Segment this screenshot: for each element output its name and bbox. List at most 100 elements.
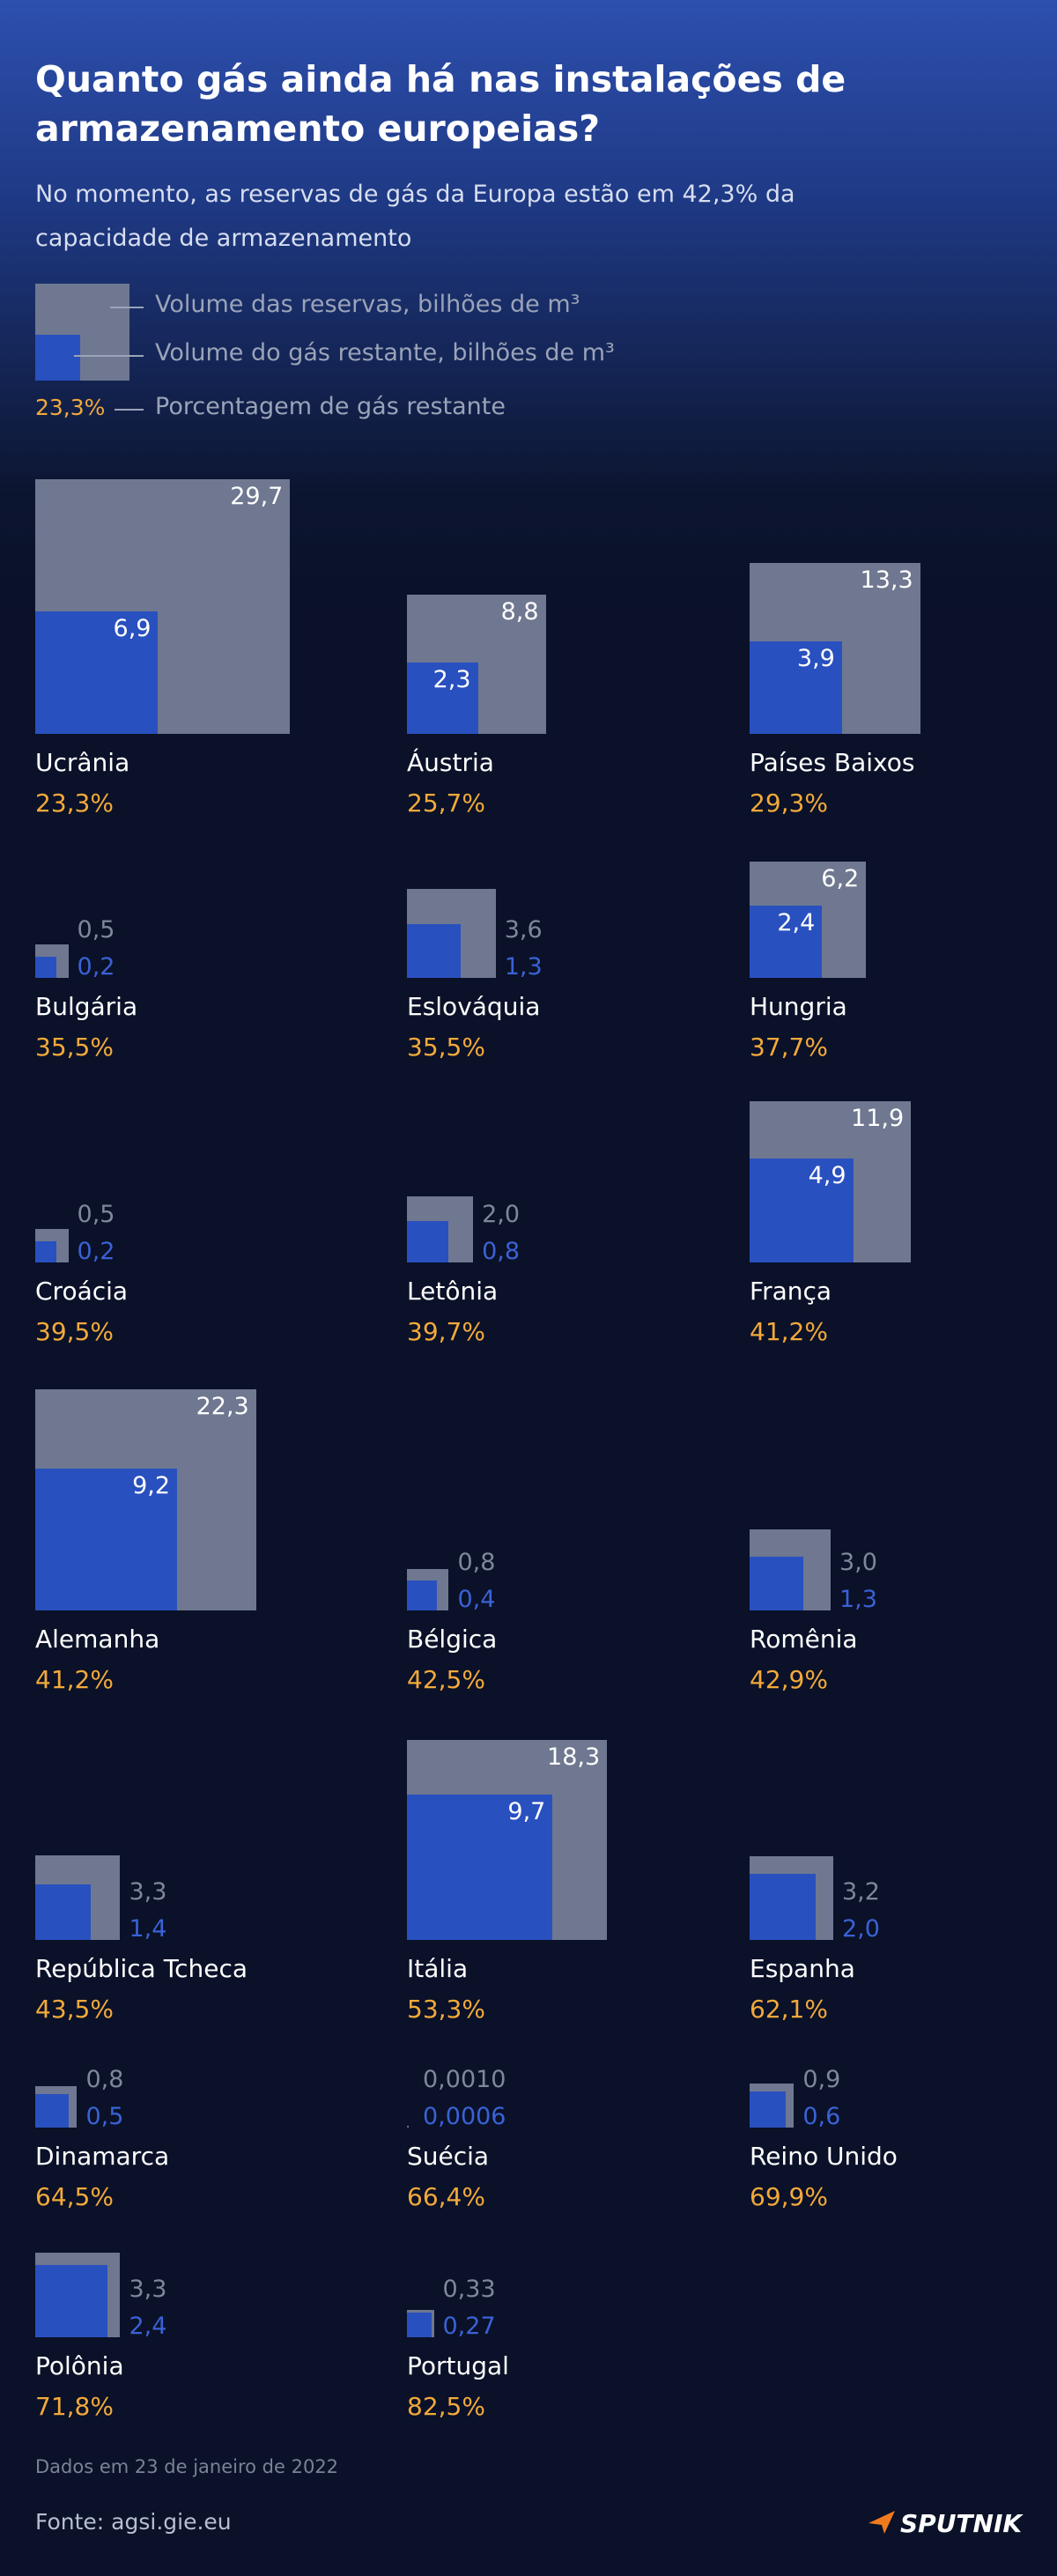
legend-remaining-box (35, 335, 80, 381)
remaining-square (35, 957, 56, 978)
country-name: Alemanha (35, 1625, 160, 1654)
percentage: 41,2% (35, 1665, 114, 1694)
legend-reserve: Volume das reservas, bilhões de m³ (155, 291, 580, 318)
remaining-square (35, 1468, 178, 1610)
title: Quanto gás ainda há nas instalações de a… (35, 58, 846, 150)
remaining-label: 2,0 (841, 1915, 880, 1943)
remaining-square (35, 2094, 69, 2128)
country-name: Itália (407, 1954, 469, 1983)
percentage: 35,5% (35, 1033, 114, 1062)
country-name: Áustria (407, 748, 494, 777)
remaining-label: 0,27 (442, 2313, 496, 2340)
reserve-label: 2,0 (482, 1201, 521, 1228)
reserve-label: 3,6 (504, 916, 543, 944)
remaining-square (35, 611, 159, 734)
reserve-label: 0,5 (77, 916, 115, 944)
legend-percent: Porcentagem de gás restante (155, 393, 506, 420)
reserve-label: 22,3 (196, 1393, 249, 1421)
remaining-square (407, 1580, 437, 1610)
reserve-label: 0,9 (802, 2066, 841, 2093)
remaining-square (750, 2091, 787, 2128)
reserve-label: 6,2 (821, 864, 860, 892)
reserve-label: 11,9 (851, 1104, 905, 1132)
country-name: Letônia (407, 1277, 499, 1306)
reserve-label: 3,3 (129, 2276, 167, 2303)
legend-line (74, 355, 144, 357)
remaining-label: 0,8 (482, 1238, 521, 1265)
remaining-square (750, 641, 842, 734)
reserve-label: 3,2 (841, 1878, 880, 1906)
remaining-label: 4,9 (808, 1162, 846, 1190)
reserve-label: 3,3 (129, 1878, 167, 1906)
country-name: Reino Unido (750, 2142, 898, 2171)
country-name: Bélgica (407, 1625, 498, 1654)
percentage: 42,9% (750, 1665, 828, 1694)
percentage: 71,8% (35, 2392, 114, 2421)
percentage: 39,7% (407, 1317, 485, 1346)
country-name: Bulgária (35, 992, 138, 1021)
remaining-label: 9,7 (507, 1797, 546, 1825)
percentage: 23,3% (35, 788, 114, 818)
percentage: 25,7% (407, 788, 485, 818)
remaining-label: 0,2 (77, 953, 115, 981)
remaining-label: 1,3 (839, 1586, 877, 1613)
remaining-square (35, 2264, 108, 2337)
country-name: Hungria (750, 992, 847, 1021)
legend-line (110, 307, 144, 308)
remaining-label: 0,4 (457, 1586, 496, 1613)
remaining-square (407, 2313, 432, 2337)
country-name: França (750, 1277, 832, 1306)
remaining-square (750, 905, 823, 978)
source: Fonte: agsi.gie.eu (35, 2509, 232, 2535)
percentage: 39,5% (35, 1317, 114, 1346)
percentage: 62,1% (750, 1995, 828, 2024)
remaining-label: 6,9 (113, 614, 152, 642)
remaining-label: 0,6 (802, 2103, 841, 2130)
country-name: Países Baixos (750, 748, 915, 777)
percentage: 64,5% (35, 2182, 114, 2211)
remaining-label: 1,3 (504, 953, 543, 981)
remaining-label: 9,2 (132, 1471, 171, 1499)
remaining-square (750, 1873, 817, 1940)
remaining-label: 1,4 (129, 1915, 167, 1943)
percentage: 82,5% (407, 2392, 485, 2421)
legend-line (115, 409, 144, 411)
reserve-label: 3,0 (839, 1549, 877, 1576)
legend-remaining: Volume do gás restante, bilhões de m³ (155, 339, 615, 366)
remaining-label: 0,2 (77, 1238, 115, 1265)
reserve-label: 0,5 (77, 1201, 115, 1228)
remaining-square (407, 1220, 449, 1262)
country-name: Romênia (750, 1625, 858, 1654)
percentage: 42,5% (407, 1665, 485, 1694)
percentage: 41,2% (750, 1317, 828, 1346)
note: Dados em 23 de janeiro de 2022 (35, 2456, 339, 2477)
logo: SPUTNIK (900, 2509, 1023, 2538)
remaining-square (35, 1241, 56, 1262)
country-name: Suécia (407, 2142, 490, 2171)
reserve-label: 0,8 (457, 1549, 496, 1576)
country-name: República Tcheca (35, 1954, 248, 1983)
reserve-label: 0,33 (442, 2276, 496, 2303)
reserve-label: 0,8 (85, 2066, 124, 2093)
remaining-label: 0,0006 (423, 2103, 506, 2130)
remaining-square (750, 1557, 803, 1610)
percentage: 66,4% (407, 2182, 485, 2211)
country-name: Dinamarca (35, 2142, 170, 2171)
remaining-label: 3,9 (796, 645, 835, 673)
remaining-label: 0,5 (85, 2103, 124, 2130)
remaining-square (407, 1794, 553, 1940)
percentage: 35,5% (407, 1033, 485, 1062)
reserve-label: 18,3 (547, 1743, 601, 1771)
percentage: 53,3% (407, 1995, 485, 2024)
reserve-label: 0,0010 (423, 2066, 506, 2093)
remaining-square (407, 2126, 409, 2128)
remaining-square (750, 1158, 854, 1262)
country-name: Polônia (35, 2351, 124, 2380)
subtitle: No momento, as reservas de gás da Europa… (35, 181, 795, 252)
country-name: Espanha (750, 1954, 855, 1983)
logo-icon (869, 2511, 895, 2534)
percentage: 69,9% (750, 2182, 828, 2211)
remaining-label: 2,3 (432, 666, 471, 694)
remaining-label: 2,4 (129, 2313, 167, 2340)
